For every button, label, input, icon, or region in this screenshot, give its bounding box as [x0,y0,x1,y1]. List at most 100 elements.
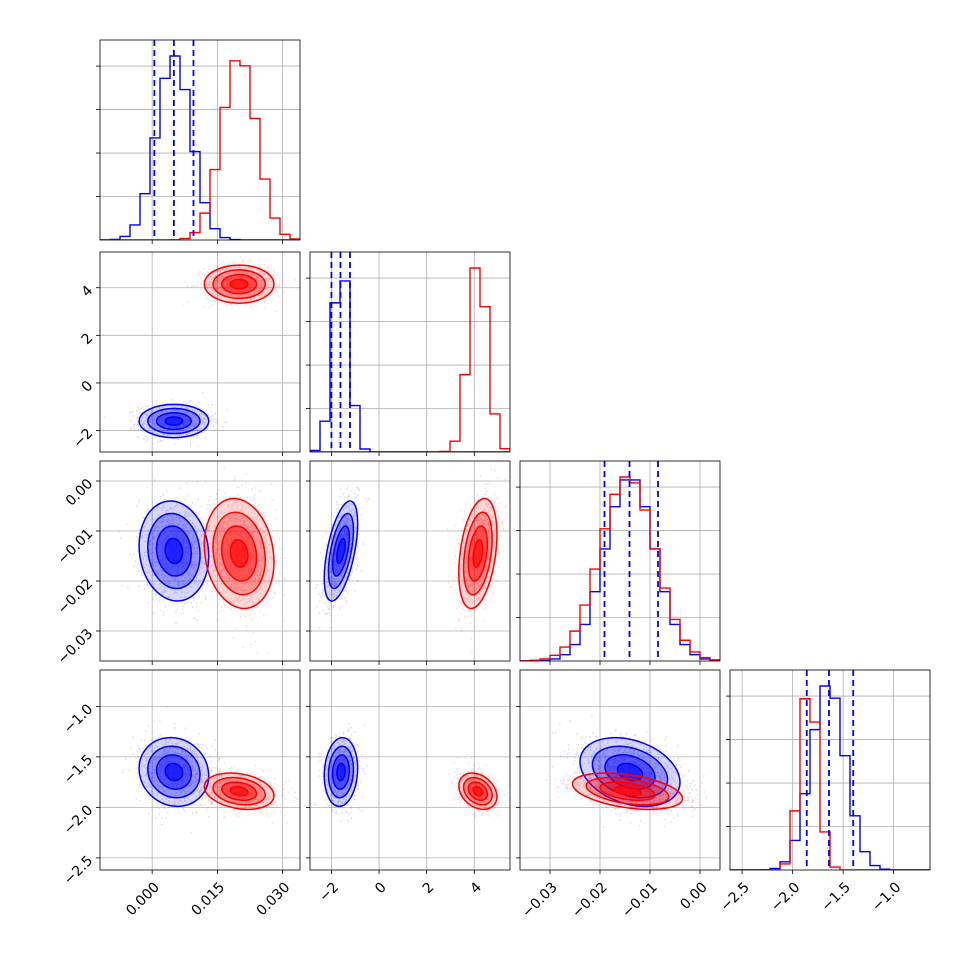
histogram-1 [520,476,720,661]
panel-frame [519,669,721,871]
contour-1 [467,525,489,582]
contour-0 [164,762,184,782]
contour-1 [220,781,258,802]
contour-1 [585,776,670,806]
contour-1 [458,497,498,610]
histogram-1 [730,698,930,870]
density-fill-0 [165,416,183,426]
x-tick-label: −2.5 [718,879,753,914]
panel-0-0 [96,39,301,244]
x-tick-label: −0.02 [569,879,611,921]
x-tick-label: 2 [420,879,438,897]
contour-1 [203,264,275,304]
y-tick-label: 0.00 [63,476,96,509]
panel-2-0 [96,460,301,665]
contour-0 [147,407,201,435]
panel-frame [309,669,511,871]
contour-0 [155,411,193,431]
panel-content [520,670,720,870]
contour-1 [220,273,258,295]
panel-content [100,252,300,452]
density-fill-0 [165,538,183,564]
x-tick-label: −1.5 [819,879,854,914]
panel-3-2 [516,669,721,874]
density-fill-0 [336,538,346,564]
contour-0 [138,500,210,602]
x-tick-label: 4 [467,879,485,897]
x-tick-label: −2 [316,879,342,905]
panel-1-1 [306,251,511,456]
panel-frame [309,460,511,662]
contour-1 [229,785,249,797]
contour-0 [323,736,359,808]
x-tick-label: −0.03 [519,879,561,921]
x-tick-label: −2.0 [768,879,803,914]
x-tick-label: −0.01 [619,879,661,921]
contour-1 [472,785,484,797]
contour-0 [164,537,184,565]
contour-0 [331,754,351,790]
contour-1 [462,776,493,806]
panel-content [310,252,510,452]
contour-1 [599,781,656,802]
x-tick-label: 0.000 [123,879,163,919]
panel-1-0 [96,251,301,456]
panel-content [730,670,930,870]
panel-content [100,40,300,240]
y-tick-label: 2 [79,330,97,348]
contour-0 [138,736,210,808]
x-tick-label: −1.0 [869,879,904,914]
contour-0 [155,754,193,790]
contour-0 [327,512,355,590]
panel-frame [729,669,931,871]
contour-0 [147,745,201,799]
x-tick-label: 0.015 [188,879,228,919]
y-tick-label: −2.5 [61,853,96,888]
y-tick-label: 4 [79,283,97,301]
y-tick-label: −2.0 [61,802,96,837]
contour-0 [155,525,193,577]
contour-0 [147,512,201,590]
density-fill-0 [165,763,183,781]
y-tick-label: 0 [79,378,97,396]
contour-0 [323,500,359,602]
panel-2-2 [516,460,721,665]
x-tick-label: 0 [372,879,390,897]
contour-0 [616,762,644,782]
contour-1 [203,497,275,610]
contour-1 [472,538,484,568]
density-fill-1 [230,786,248,796]
contour-0 [336,537,346,565]
x-tick-label: 0.00 [677,879,710,912]
panel-content [100,670,300,870]
panel-3-0 [96,669,301,874]
contour-1 [612,785,642,797]
panel-content [310,670,510,870]
panel-3-1 [306,669,511,874]
panel-frame [99,251,301,453]
y-tick-label: −0.01 [55,526,97,568]
contour-1 [229,278,249,290]
panel-content [310,461,510,661]
x-tick-label: 0.030 [254,879,294,919]
contour-1 [458,772,498,811]
density-fill-1 [230,539,248,568]
y-tick-label: −2 [70,426,96,452]
panel-frame [309,251,511,453]
contour-1 [571,772,684,811]
panel-2-1 [306,460,511,665]
density-fill-1 [230,279,248,289]
y-tick-label: −1.5 [61,752,96,787]
panel-3-3 [726,669,931,874]
y-tick-label: −0.02 [55,576,97,618]
contour-1 [220,525,258,582]
panel-content [520,461,720,661]
contour-0 [336,762,346,782]
contour-0 [331,525,351,577]
panel-frame [99,39,301,241]
contour-1 [212,511,266,596]
contour-1 [212,269,266,300]
contour-0 [327,745,355,799]
density-fill-0 [336,763,346,781]
